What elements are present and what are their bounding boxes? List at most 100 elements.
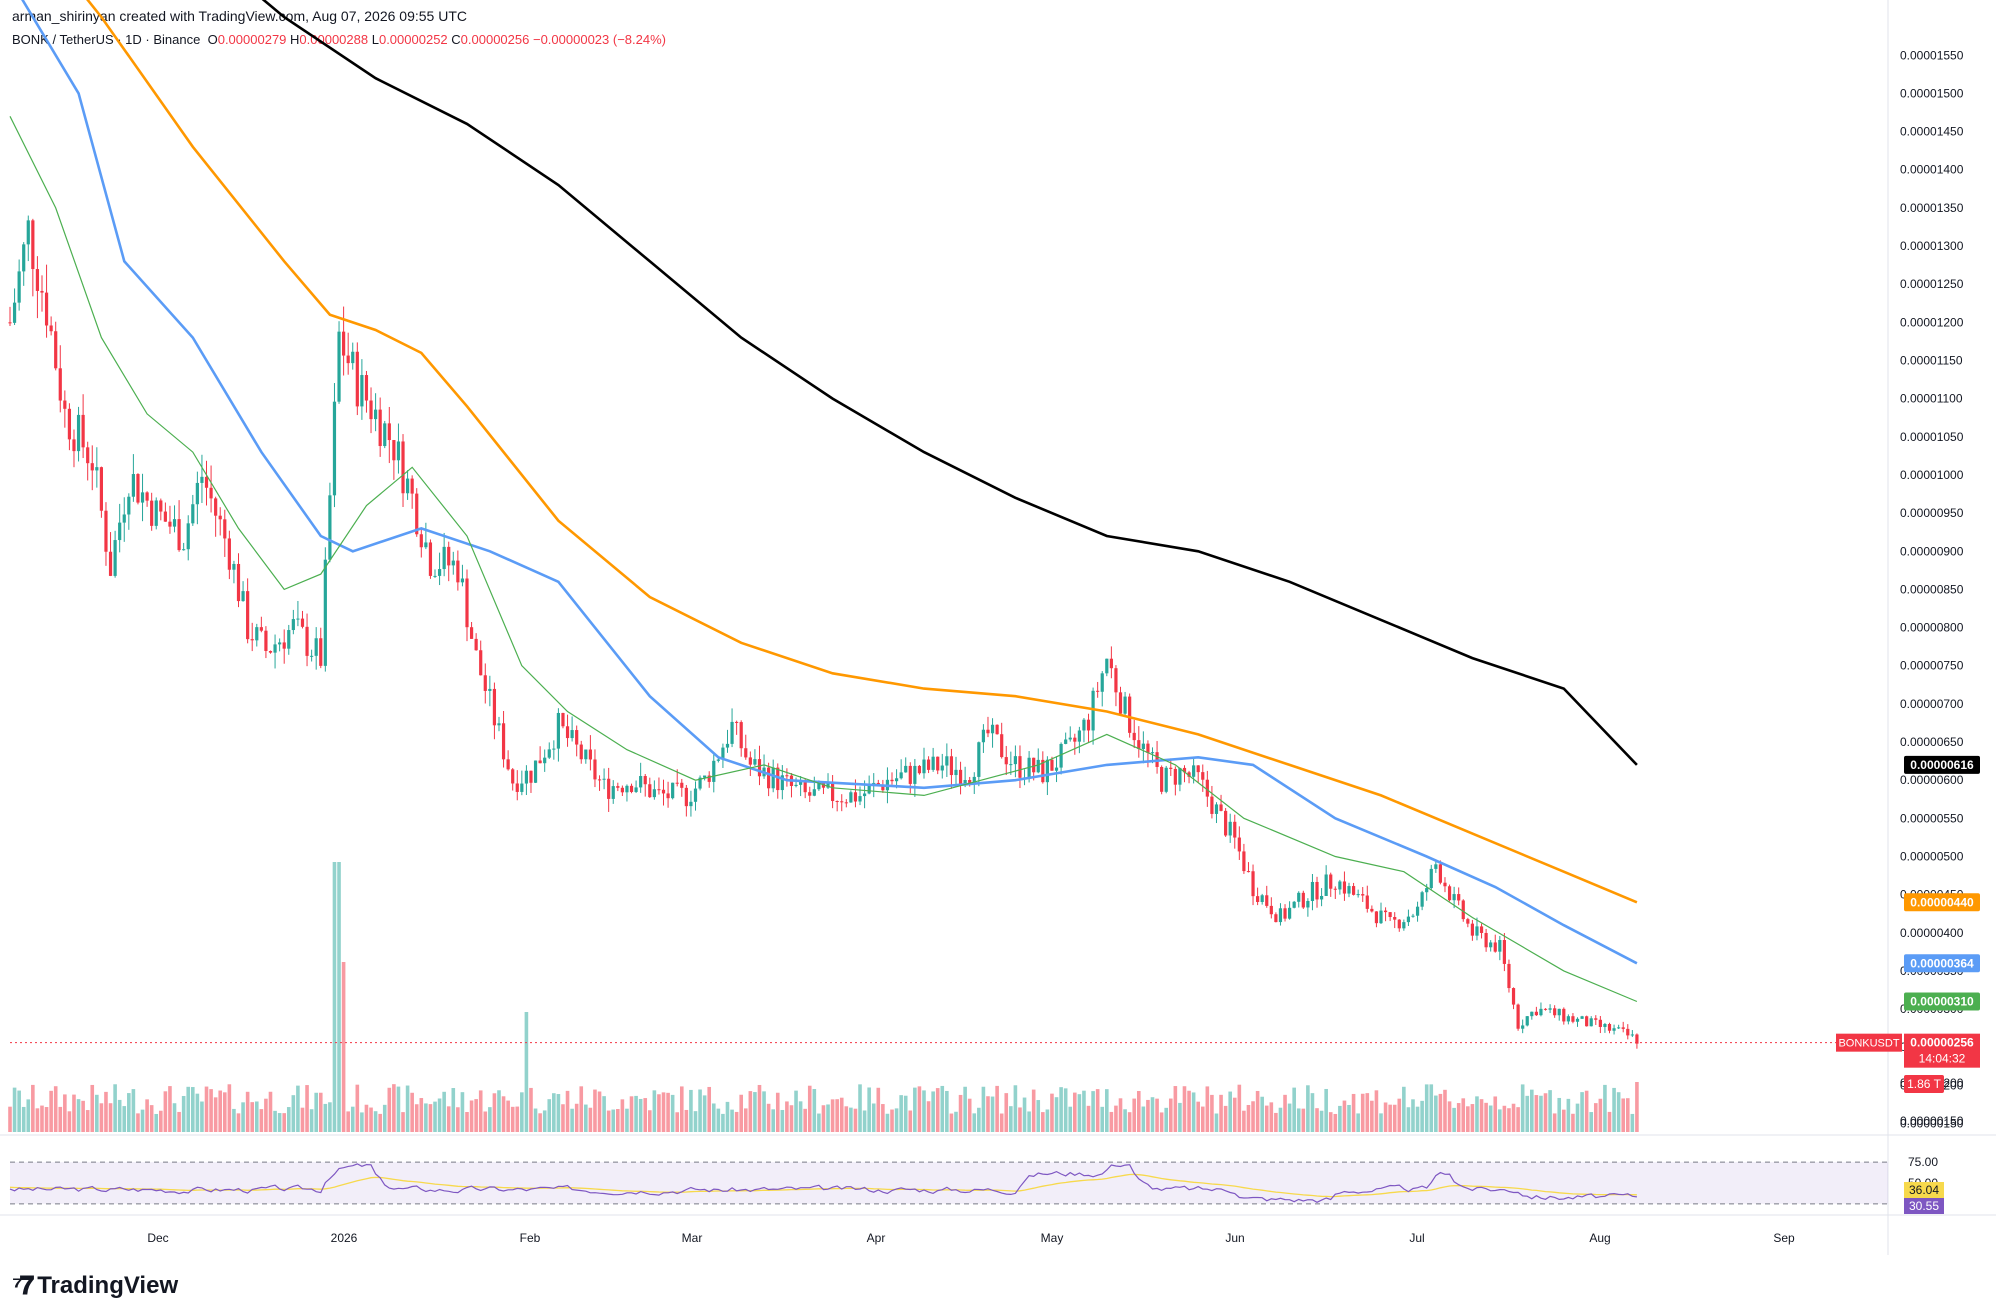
candle-body xyxy=(712,760,716,782)
candle-body xyxy=(817,782,821,790)
candle-body xyxy=(936,756,940,771)
volume-bar xyxy=(300,1107,305,1132)
volume-bar xyxy=(830,1099,835,1132)
volume-bar xyxy=(986,1096,990,1132)
candle-body xyxy=(1402,922,1406,929)
candle-body xyxy=(1118,692,1123,714)
volume-bar xyxy=(533,1108,538,1132)
candle-body xyxy=(405,478,410,494)
candle-body xyxy=(648,784,652,798)
candle-body xyxy=(186,523,190,550)
volume-bar xyxy=(657,1094,661,1132)
price-chart[interactable]: 0.00001550 0.00001500 0.00001450 0.00001400… xyxy=(0,0,1996,1270)
candle-body xyxy=(1018,756,1022,778)
volume-bar xyxy=(1466,1106,1470,1132)
volume-bar xyxy=(881,1104,885,1132)
volume-bar xyxy=(1091,1091,1095,1132)
moving-average-line xyxy=(86,0,1638,904)
volume-bar xyxy=(424,1103,428,1132)
volume-bar xyxy=(922,1090,926,1132)
volume-bar xyxy=(748,1091,753,1132)
volume-bar xyxy=(725,1101,730,1132)
candle-body xyxy=(1036,759,1040,773)
volume-bar xyxy=(762,1091,766,1132)
candle-body xyxy=(1447,886,1452,901)
volume-bar xyxy=(1374,1090,1379,1132)
volume-bar xyxy=(611,1109,616,1132)
volume-bar xyxy=(743,1108,748,1132)
volume-bar xyxy=(1392,1104,1397,1132)
candle-body xyxy=(90,463,94,471)
candle-body xyxy=(794,784,798,787)
volume-bar xyxy=(478,1090,483,1132)
candle-body xyxy=(241,591,245,602)
volume-bar xyxy=(606,1110,611,1132)
volume-bar xyxy=(584,1104,588,1132)
candle-body xyxy=(131,474,135,497)
symbol-name[interactable]: BONK / TetherUS · 1D · Binance xyxy=(12,32,201,47)
volume-bar xyxy=(31,1084,35,1132)
volume-bar xyxy=(1004,1093,1009,1132)
volume-bar xyxy=(862,1110,867,1132)
volume-bar xyxy=(977,1107,981,1132)
volume-bar xyxy=(323,1103,328,1132)
candle-body xyxy=(1141,743,1145,750)
volume-bar xyxy=(570,1108,574,1132)
candle-body xyxy=(1452,894,1456,901)
candle-body xyxy=(1393,917,1397,920)
candle-body xyxy=(506,759,510,770)
volume-bar xyxy=(337,862,341,1132)
volume-bar xyxy=(1452,1107,1456,1132)
candle-body xyxy=(1224,810,1228,836)
volume-bar xyxy=(1598,1098,1603,1132)
volume-tick-label: 0.00000150 xyxy=(1900,1114,1964,1128)
volume-bar xyxy=(835,1099,839,1132)
volume-bar xyxy=(1324,1088,1328,1132)
volume-bar xyxy=(1054,1097,1059,1132)
candle-body xyxy=(1543,1008,1548,1010)
rsi-ma-value-badge xyxy=(1904,1182,1944,1198)
candle-body xyxy=(1406,916,1411,923)
volume-bar xyxy=(812,1089,817,1132)
candle-body xyxy=(428,542,433,576)
volume-bar xyxy=(670,1094,675,1132)
candle-body xyxy=(250,639,254,641)
volume-bar xyxy=(1251,1101,1255,1132)
price-tick-label: 0.00001400 xyxy=(1900,163,1964,177)
candle-body xyxy=(1310,881,1315,901)
candle-body xyxy=(1032,757,1036,773)
candle-body xyxy=(1356,894,1360,896)
volume-bar xyxy=(286,1107,291,1132)
volume-bar xyxy=(437,1098,442,1132)
volume-bar xyxy=(1228,1091,1232,1132)
volume-bar xyxy=(1242,1110,1246,1132)
candle-body xyxy=(214,498,218,516)
volume-bar xyxy=(730,1109,734,1132)
volume-bar xyxy=(218,1090,223,1132)
volume-value-label: 1.86 T xyxy=(1907,1077,1941,1091)
candle-body xyxy=(332,401,337,496)
candle-body xyxy=(1466,919,1470,924)
candle-body xyxy=(1530,1011,1534,1017)
candle-body xyxy=(1365,895,1369,909)
candle-body xyxy=(355,351,359,407)
volume-bar xyxy=(711,1103,716,1132)
candle-body xyxy=(1182,767,1187,773)
candle-body xyxy=(474,638,478,651)
candle-body xyxy=(1265,895,1269,906)
candle-body xyxy=(369,400,373,420)
volume-bar xyxy=(99,1103,104,1132)
candle-body xyxy=(538,760,542,764)
volume-bar xyxy=(1068,1106,1073,1132)
tradingview-logo[interactable]: ⁷𝟕 TradingView xyxy=(12,1270,178,1302)
candle-body xyxy=(1128,696,1132,733)
moving-average-value-label: 0.00000616 xyxy=(1910,758,1974,772)
candle-body xyxy=(853,792,858,802)
price-tick-label: 0.00000750 xyxy=(1900,659,1964,673)
symbol-info-bar[interactable]: BONK / TetherUS · 1D · Binance O0.000002… xyxy=(12,32,666,47)
candle-body xyxy=(671,782,675,799)
candle-body xyxy=(140,492,145,503)
volume-bar xyxy=(638,1098,643,1132)
candle-body xyxy=(1548,1008,1552,1010)
candle-body xyxy=(908,765,912,784)
